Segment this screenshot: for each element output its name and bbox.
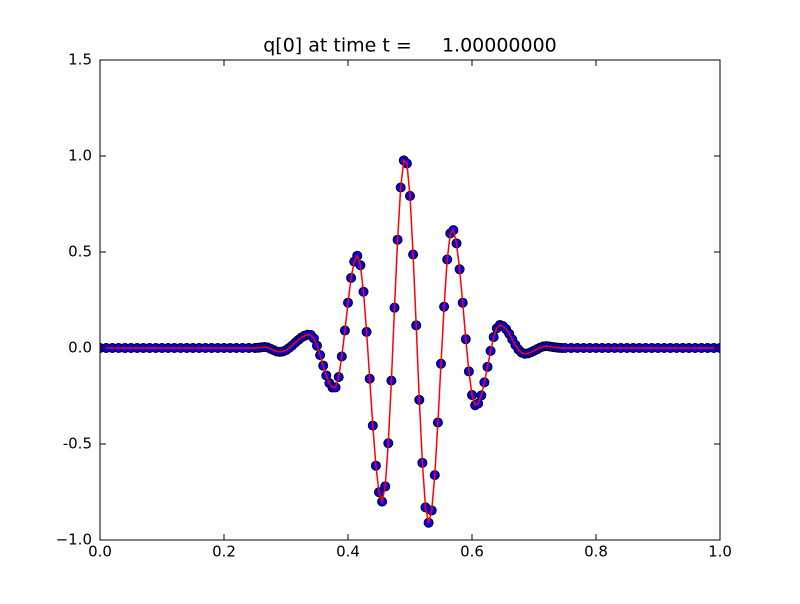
- x-tick-label: 0.2: [212, 543, 236, 561]
- plot-layer: [100, 155, 720, 528]
- y-tick-label: −1.0: [56, 531, 92, 549]
- x-tick-label: 1.0: [708, 543, 732, 561]
- axes-frame: [99, 59, 721, 541]
- y-tick-label: 1.0: [68, 147, 92, 165]
- data-line: [100, 158, 720, 523]
- x-tick-label: 0.4: [336, 543, 360, 561]
- y-tick-label: 0.0: [68, 339, 92, 357]
- y-tick-label: -0.5: [63, 435, 92, 453]
- chart-title: q[0] at time t = 1.00000000: [263, 35, 557, 57]
- plot-area: [100, 60, 720, 540]
- x-tick-label: 0.8: [584, 543, 608, 561]
- y-tick-label: 0.5: [68, 243, 92, 261]
- y-tick-label: 1.5: [68, 51, 92, 69]
- x-tick-label: 0.0: [88, 543, 112, 561]
- x-tick-label: 0.6: [460, 543, 484, 561]
